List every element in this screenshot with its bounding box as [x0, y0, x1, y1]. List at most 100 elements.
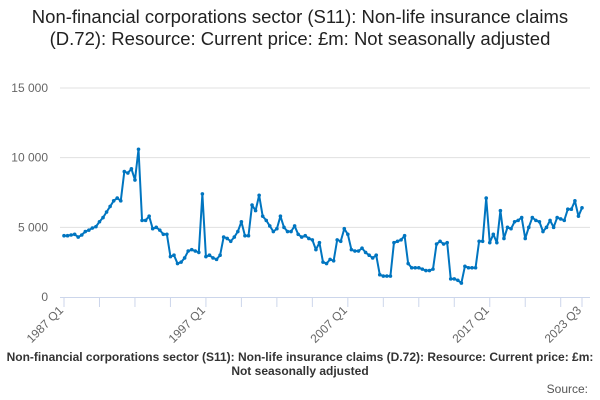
data-point — [94, 224, 98, 229]
data-point — [257, 193, 261, 198]
data-point — [111, 199, 116, 203]
data-point — [189, 247, 194, 252]
data-point — [104, 210, 109, 214]
data-point — [62, 233, 66, 238]
data-point — [381, 274, 386, 278]
data-point — [551, 225, 556, 230]
data-point — [424, 268, 428, 273]
data-point — [441, 242, 446, 246]
data-point — [576, 214, 581, 218]
data-point — [473, 265, 478, 270]
x-tick-label: 2007 Q1 — [307, 303, 350, 346]
data-point — [509, 226, 513, 231]
data-point — [349, 247, 354, 252]
data-point — [420, 267, 425, 271]
data-point — [321, 260, 325, 264]
data-point — [87, 228, 91, 232]
data-point — [133, 178, 137, 182]
data-point — [445, 240, 449, 245]
data-point — [456, 278, 460, 283]
data-point — [534, 218, 538, 223]
data-point — [374, 253, 379, 257]
data-point — [558, 217, 563, 221]
data-point — [250, 203, 254, 207]
data-point — [307, 236, 311, 241]
data-point — [314, 247, 318, 252]
data-point — [83, 229, 88, 234]
x-tick-label: 1997 Q1 — [166, 303, 209, 346]
data-point — [466, 265, 471, 270]
data-point — [214, 257, 219, 262]
data-point — [90, 226, 95, 230]
data-point — [487, 240, 492, 245]
data-point — [154, 225, 159, 230]
data-point — [76, 235, 80, 239]
data-point — [502, 236, 506, 241]
data-point — [275, 226, 279, 231]
data-point — [562, 218, 567, 223]
data-point — [395, 239, 400, 244]
data-point — [204, 254, 208, 259]
data-point — [470, 265, 474, 270]
data-point — [150, 226, 155, 231]
data-point — [136, 147, 141, 152]
data-point — [541, 229, 545, 234]
x-tick-label: 2017 Q1 — [449, 303, 492, 346]
data-point — [260, 214, 265, 218]
data-point — [402, 233, 407, 238]
data-point — [271, 229, 276, 234]
data-point — [519, 215, 524, 220]
y-tick-label: 10 000 — [11, 151, 48, 165]
data-point — [438, 239, 442, 244]
data-point — [484, 196, 489, 200]
data-point — [232, 235, 237, 239]
data-point — [459, 281, 464, 285]
data-point — [278, 214, 283, 218]
data-point — [569, 207, 574, 212]
data-point — [480, 239, 485, 244]
data-point — [97, 219, 102, 224]
data-point — [211, 256, 215, 260]
data-point — [431, 267, 435, 271]
data-point — [392, 240, 396, 245]
data-point — [360, 246, 364, 251]
chart-title: Non-financial corporations sector (S11):… — [31, 6, 569, 49]
data-point — [477, 239, 481, 244]
data-point — [498, 208, 503, 213]
data-point — [505, 225, 510, 230]
x-tick-label: 1987 Q1 — [24, 303, 67, 346]
data-point — [452, 277, 457, 281]
data-point — [356, 249, 361, 253]
data-point — [324, 261, 329, 266]
data-point — [413, 265, 418, 270]
data-point — [530, 215, 535, 220]
data-point — [296, 232, 300, 237]
data-point — [580, 206, 584, 210]
data-point — [243, 233, 247, 238]
data-point — [516, 218, 520, 223]
data-point — [186, 249, 190, 253]
data-point — [285, 229, 290, 234]
data-point — [303, 233, 308, 238]
data-point — [353, 249, 357, 253]
y-tick-label: 15 000 — [11, 81, 48, 95]
data-point — [221, 235, 226, 239]
data-point — [406, 261, 410, 266]
data-point — [555, 215, 559, 220]
data-point — [246, 233, 251, 238]
data-point — [129, 167, 134, 171]
source-label: Source: — [546, 382, 588, 396]
data-point — [218, 253, 222, 257]
data-point — [537, 219, 542, 224]
data-point — [292, 224, 297, 228]
data-point — [427, 268, 432, 273]
data-point — [264, 218, 269, 223]
data-point — [335, 238, 339, 242]
data-point — [523, 236, 528, 241]
data-point — [399, 238, 403, 242]
data-point — [367, 253, 371, 257]
data-point — [157, 228, 162, 232]
data-point — [79, 233, 84, 237]
data-point — [197, 250, 201, 255]
data-point — [416, 265, 421, 270]
